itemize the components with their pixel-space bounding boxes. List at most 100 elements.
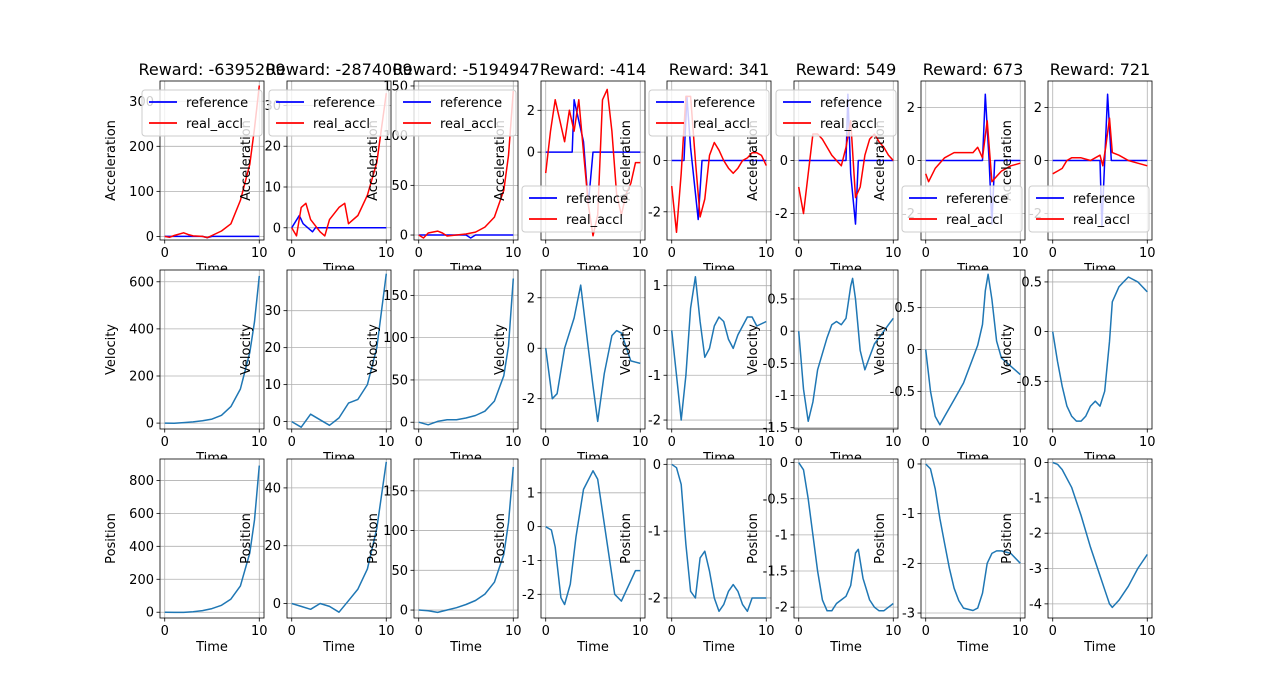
ytick-label: -2	[775, 601, 788, 616]
xtick-label: 0	[542, 624, 550, 639]
axes-frame	[920, 269, 1026, 430]
ytick-label: 0	[653, 324, 661, 339]
ytick-label: -3	[1029, 562, 1042, 577]
xtick-label: 0	[161, 246, 169, 261]
series-real-accl	[924, 120, 1021, 183]
xtick-label: 0	[288, 624, 296, 639]
ylabel: Acceleration	[366, 120, 381, 201]
xtick-label: 10	[1139, 435, 1156, 450]
series-real-accl	[164, 85, 261, 239]
legend: reference real_accl	[775, 89, 897, 137]
ytick-label: -4	[1029, 597, 1042, 612]
xtick-label: 10	[1012, 435, 1029, 450]
xtick-label: 10	[632, 435, 649, 450]
xtick-label: 0	[542, 246, 550, 261]
series-pos	[925, 463, 1021, 612]
axes-frame	[1047, 269, 1153, 430]
ytick-label: 800	[129, 474, 154, 489]
axes-background	[667, 459, 771, 618]
legend-label: real_accl	[946, 213, 1003, 228]
axes-frame	[540, 80, 646, 241]
xtick-label: 10	[251, 435, 268, 450]
axes-frame	[286, 80, 392, 241]
ytick-label: 0	[400, 229, 408, 244]
xtick-label: 0	[668, 435, 676, 450]
xtick-label: 10	[758, 246, 775, 261]
ytick-label: 40	[264, 481, 281, 496]
legend-label: reference	[1073, 192, 1135, 207]
axes-pos-7: -3 -2 -1 0 0 10 Position Time	[873, 457, 1029, 655]
xlabel: Time	[449, 640, 482, 655]
axes-frame	[286, 458, 392, 619]
axes-background	[667, 270, 771, 429]
ytick-label: 2	[1034, 101, 1042, 116]
ytick-label: -2	[522, 392, 535, 407]
ytick-label: 0	[907, 343, 915, 358]
legend-label: real_accl	[820, 117, 877, 132]
ytick-label: 30	[264, 304, 281, 319]
ylabel: Position	[619, 513, 634, 564]
series-pos	[291, 461, 388, 613]
axes-frame	[1047, 80, 1153, 241]
ytick-label: 0	[146, 230, 154, 245]
panel-title: Reward: 549	[796, 60, 897, 79]
ytick-label: 0	[907, 154, 915, 169]
series-reference	[798, 93, 894, 225]
ylabel: Acceleration	[619, 120, 634, 201]
xtick-label: 0	[288, 435, 296, 450]
ytick-label: 0	[527, 342, 535, 357]
ylabel: Acceleration	[104, 120, 119, 201]
series-real-accl	[291, 93, 388, 237]
legend-label: reference	[946, 192, 1008, 207]
axes-background	[1048, 459, 1152, 618]
ytick-label: -1	[522, 554, 535, 569]
ytick-label: 0	[527, 520, 535, 535]
ytick-label: 0	[273, 221, 281, 236]
xtick-label: 10	[1139, 246, 1156, 261]
xtick-label: 10	[251, 246, 268, 261]
xtick-label: 10	[505, 246, 522, 261]
ytick-label: 600	[129, 275, 154, 290]
legend-label: real_accl	[186, 117, 243, 132]
series-reference	[671, 95, 767, 221]
xlabel: Time	[1083, 640, 1116, 655]
panel-title: Reward: -414	[540, 60, 646, 79]
ylabel: Position	[239, 513, 254, 564]
xtick-label: 10	[378, 435, 395, 450]
xtick-label: 0	[795, 624, 803, 639]
ytick-label: 100	[383, 331, 408, 346]
legend-label: reference	[186, 96, 248, 111]
ytick-label: -2	[1029, 527, 1042, 542]
axes-frame	[920, 80, 1026, 241]
axes-background	[794, 459, 898, 618]
ytick-label: 0	[907, 457, 915, 472]
series-pos	[418, 466, 515, 614]
xlabel: Time	[702, 640, 735, 655]
series-real-accl	[418, 90, 515, 239]
ytick-label: -2	[648, 414, 661, 429]
legend: reference real_accl	[901, 185, 1023, 233]
ytick-label: -0.5	[890, 385, 915, 400]
xlabel: Time	[829, 640, 862, 655]
ylabel: Velocity	[239, 324, 254, 375]
axes-frame	[413, 458, 519, 619]
ytick-label: 0	[780, 456, 788, 471]
ylabel: Position	[1000, 513, 1015, 564]
ylabel: Velocity	[619, 324, 634, 375]
ylabel: Position	[104, 513, 119, 564]
ylabel: Position	[873, 513, 888, 564]
series-reference	[925, 93, 1021, 225]
series-pos	[1052, 461, 1148, 609]
ytick-label: 20	[264, 140, 281, 155]
ytick-label: 50	[391, 564, 408, 579]
legend-label: real_accl	[440, 117, 497, 132]
xtick-label: 10	[505, 435, 522, 450]
ytick-label: 0.5	[1021, 275, 1042, 290]
xtick-label: 10	[378, 624, 395, 639]
ytick-label: -1	[775, 528, 788, 543]
xtick-label: 0	[668, 246, 676, 261]
ytick-label: 1	[653, 279, 661, 294]
legend: reference real_accl	[268, 89, 390, 137]
xtick-label: 10	[885, 435, 902, 450]
